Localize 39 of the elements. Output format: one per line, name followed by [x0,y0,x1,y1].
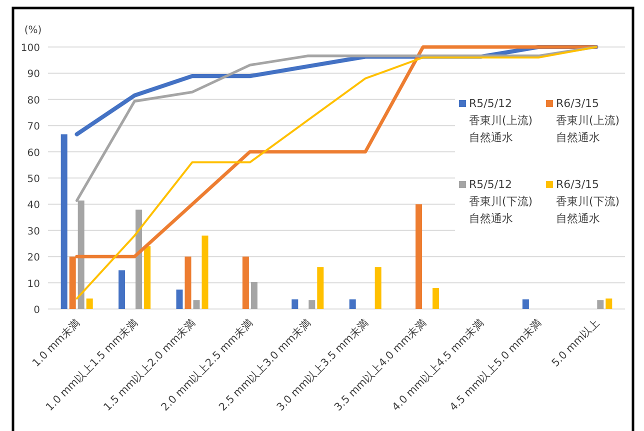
y-tick-label: 40 [27,200,40,212]
bar [60,134,68,309]
y-tick-label: 0 [34,305,40,316]
y-tick-label: 20 [27,252,40,264]
legend-label: R5/5/12 香東川(上流) 自然通水 [469,97,533,144]
bar [86,298,93,309]
bar [308,300,316,309]
y-axis-title: (%) [24,25,42,36]
bar [606,298,612,309]
bar [136,210,142,309]
bar [432,288,440,309]
y-tick-label: 80 [27,95,40,106]
legend-label: R5/5/12 香東川(下流) 自然通水 [469,178,533,225]
y-tick-label: 10 [27,278,40,290]
bar [349,299,356,309]
bar [242,256,249,309]
x-tick-label: 1.0 mm未満 [30,316,83,370]
y-tick-label: 30 [27,226,40,238]
bar [317,267,324,309]
bar [416,204,422,309]
bar [193,300,200,309]
bar [118,270,126,309]
bar [292,299,298,309]
bar [522,299,529,309]
y-tick-label: 90 [27,69,40,80]
legend-label: R6/3/15 香東川(上流) 自然通水 [556,97,620,144]
legend-label: R6/3/15 香東川(下流) 自然通水 [556,178,620,225]
x-tick-label: 5.0 mm以上 [548,316,602,370]
bar [597,300,604,309]
bar [184,256,192,309]
bar [374,267,382,309]
bar [250,282,258,309]
y-tick-label: 50 [27,174,40,185]
bar [144,246,151,309]
y-tick-label: 60 [27,148,40,159]
bar [202,236,208,309]
bar [176,290,183,309]
y-tick-label: 100 [20,43,40,54]
y-tick-label: 70 [27,122,40,133]
